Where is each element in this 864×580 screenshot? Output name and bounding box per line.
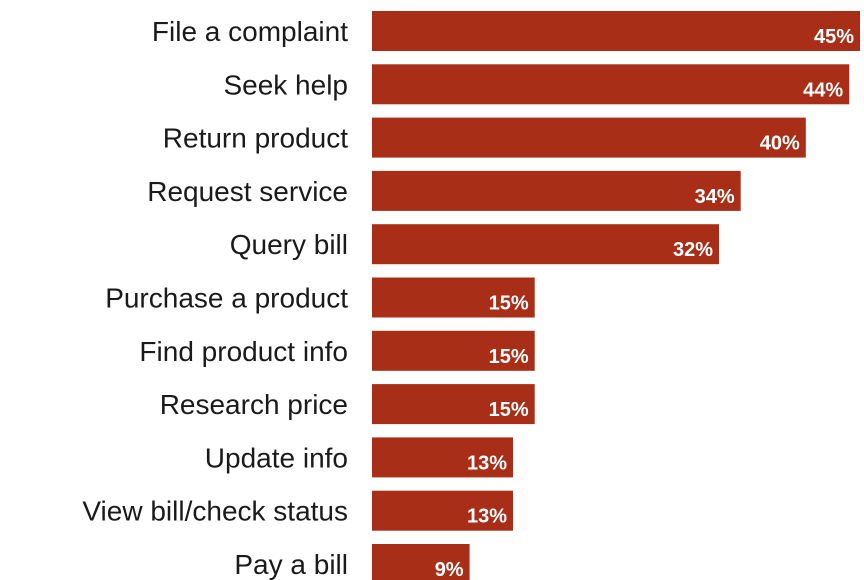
category-label-10: Pay a bill xyxy=(234,549,348,580)
category-label-1: Seek help xyxy=(223,69,348,100)
value-label-4: 32% xyxy=(673,239,713,261)
value-label-7: 15% xyxy=(489,399,529,421)
bar-3 xyxy=(372,170,741,211)
bar-2 xyxy=(372,117,806,158)
bar-1 xyxy=(372,64,850,105)
bar-4 xyxy=(372,224,719,265)
value-label-3: 34% xyxy=(695,186,735,208)
category-label-9: View bill/check status xyxy=(82,496,348,527)
category-label-6: Find product info xyxy=(139,336,348,367)
bar-9 xyxy=(372,490,513,531)
category-labels: File a complaint Seek help Return product R… xyxy=(82,16,348,580)
value-labels: 45% 44% 40% 34% 32% 15% 15% 15% 13% 13% 9% xyxy=(435,26,855,580)
bar-5 xyxy=(372,277,535,318)
category-label-8: Update info xyxy=(205,442,348,473)
category-label-5: Purchase a product xyxy=(105,283,348,314)
category-label-3: Request service xyxy=(147,176,348,207)
bar-7 xyxy=(372,384,535,425)
value-label-1: 44% xyxy=(803,79,843,101)
bar-6 xyxy=(372,330,535,371)
value-label-8: 13% xyxy=(467,452,507,474)
category-label-7: Research price xyxy=(160,389,348,420)
value-label-2: 40% xyxy=(760,133,800,155)
bar-0 xyxy=(372,11,860,51)
category-label-0: File a complaint xyxy=(152,16,348,47)
value-label-0: 45% xyxy=(814,26,854,48)
bars xyxy=(372,11,860,580)
value-label-6: 15% xyxy=(489,346,529,368)
category-label-2: Return product xyxy=(163,123,348,154)
value-label-10: 9% xyxy=(435,559,464,580)
category-label-4: Query bill xyxy=(230,229,348,260)
value-label-9: 13% xyxy=(467,506,507,528)
value-label-5: 15% xyxy=(489,293,529,315)
bar-8 xyxy=(372,437,513,478)
bar-10 xyxy=(372,544,470,580)
